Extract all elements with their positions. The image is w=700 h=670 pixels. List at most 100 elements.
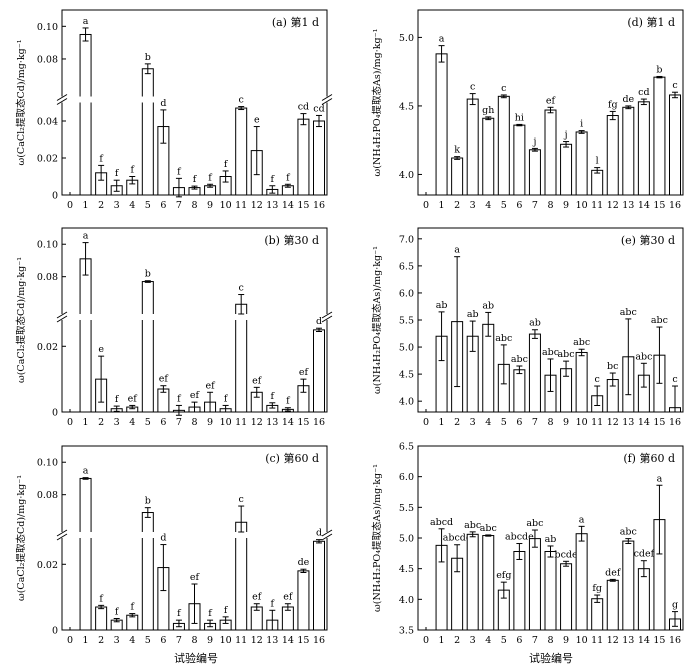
significance-letter: f — [286, 172, 291, 183]
x-tick-label: 11 — [235, 200, 247, 211]
significance-letter: hi — [515, 112, 524, 123]
significance-letter: abc — [620, 527, 637, 538]
x-tick-label: 3 — [114, 417, 120, 428]
bar-d-16 — [669, 94, 681, 196]
x-tick-label: 2 — [454, 635, 460, 646]
significance-letter: f — [115, 168, 120, 179]
bar-c-15 — [297, 570, 310, 631]
x-tick-label: 5 — [501, 417, 507, 428]
bar-b-5 — [141, 281, 154, 413]
y-tick-label: 6.0 — [399, 472, 414, 483]
axis-break-mask-right — [322, 314, 332, 320]
significance-letter: e — [254, 115, 260, 126]
significance-letter: e — [98, 344, 104, 355]
bar-b-16 — [313, 329, 325, 413]
x-tick-label: 14 — [638, 635, 650, 646]
x-tick-label: 2 — [454, 200, 460, 211]
axis-break-slash — [56, 315, 68, 323]
significance-letter: ef — [546, 95, 557, 106]
x-tick-label: 8 — [191, 635, 197, 646]
significance-letter: a — [454, 245, 460, 256]
y-tick-label: 4.5 — [399, 564, 414, 575]
x-tick-label: 8 — [547, 635, 553, 646]
x-tick-label: 0 — [67, 417, 73, 428]
panel-title: (c) 第60 d — [265, 451, 319, 465]
axis-break-slash — [321, 94, 333, 101]
x-tick-label: 4 — [129, 417, 135, 428]
y-tick-label: 5.0 — [399, 534, 414, 545]
significance-letter: de — [622, 94, 634, 105]
x-tick-label: 6 — [160, 635, 166, 646]
axis-break-slash — [321, 311, 333, 319]
y-tick-label: 6.5 — [399, 261, 414, 272]
x-tick-label: 9 — [207, 200, 213, 211]
x-tick-label: 9 — [563, 417, 569, 428]
bar-a-15 — [297, 118, 310, 196]
axis-break-slash — [56, 529, 68, 537]
y-tick-label: 4.0 — [399, 170, 414, 181]
axis-break-slash — [321, 533, 333, 541]
bar-c-1 — [79, 477, 92, 631]
x-tick-label: 14 — [638, 417, 650, 428]
y-axis-label: ω(CaCl₂提取态Cd)/mg·kg⁻¹ — [15, 475, 27, 601]
bar-b-11 — [235, 303, 248, 413]
x-tick-label: 12 — [251, 417, 263, 428]
x-tick-label: 10 — [220, 200, 232, 211]
y-axis-label: ω(NH₄H₂PO₄提取态As)/mg·kg⁻¹ — [371, 464, 383, 612]
x-axis-title-left: 试验编号 — [174, 651, 218, 665]
significance-letter: abc — [558, 349, 575, 360]
bar-f-12 — [606, 579, 619, 631]
bar-f-3 — [466, 533, 479, 631]
bar-e-7 — [528, 333, 541, 413]
axis-break-mask-left — [57, 314, 67, 320]
x-tick-label: 9 — [563, 200, 569, 211]
y-tick-label: 0.08 — [37, 490, 58, 501]
panel-title: (f) 第60 d — [623, 451, 675, 465]
significance-letter: abc — [526, 518, 543, 529]
significance-letter: ab — [467, 309, 479, 320]
y-axis-label: ω(CaCl₂提取态Cd)/mg·kg⁻¹ — [15, 257, 27, 383]
bar-c-4 — [126, 614, 139, 631]
x-tick-label: 6 — [160, 417, 166, 428]
x-tick-label: 7 — [532, 635, 538, 646]
y-tick-label: 0 — [52, 408, 58, 419]
x-tick-label: 1 — [83, 200, 89, 211]
significance-letter: f — [115, 394, 120, 405]
significance-letter: f — [115, 607, 120, 618]
significance-letter: ab — [436, 300, 448, 311]
significance-letter: fg — [592, 583, 602, 594]
significance-letter: efg — [496, 570, 511, 581]
bar-c-2 — [95, 606, 108, 631]
bar-break-mask — [141, 532, 155, 538]
significance-letter: ef — [299, 367, 310, 378]
y-tick-label: 5.5 — [399, 503, 414, 514]
significance-letter: bcde — [555, 549, 578, 560]
chart-panel-d: 4.04.55.00 1 2 3 4 5 6 7 8 9 10 11 12 13 14 15 16akcghch… — [371, 9, 684, 211]
bar-break-mask — [79, 532, 93, 538]
x-tick-label: 6 — [160, 200, 166, 211]
significance-letter: abc — [635, 351, 652, 362]
significance-letter: d — [316, 316, 322, 327]
x-tick-label: 13 — [266, 635, 278, 646]
bar-d-14 — [637, 101, 650, 196]
significance-letter: ab — [529, 318, 541, 329]
bar-d-10 — [575, 131, 588, 196]
significance-letter: ef — [128, 393, 139, 404]
y-axis-label: ω(NH₄H₂PO₄提取态As)/mg·kg⁻¹ — [371, 28, 383, 176]
x-tick-label: 0 — [67, 200, 73, 211]
bar-d-8 — [544, 109, 557, 196]
x-tick-label: 5 — [501, 635, 507, 646]
significance-letter: f — [193, 174, 198, 185]
panel-title: (b) 第30 d — [264, 233, 319, 247]
significance-letter: b — [145, 496, 151, 507]
y-tick-label: 3.5 — [399, 626, 414, 637]
bar-f-14 — [637, 568, 650, 631]
x-tick-label: 15 — [297, 200, 309, 211]
significance-letter: abc — [651, 315, 668, 326]
significance-letter: abc — [480, 523, 497, 534]
y-tick-label: 0.02 — [37, 560, 58, 571]
significance-letter: f — [177, 393, 182, 404]
significance-letter: f — [130, 165, 135, 176]
significance-letter: ef — [205, 380, 216, 391]
